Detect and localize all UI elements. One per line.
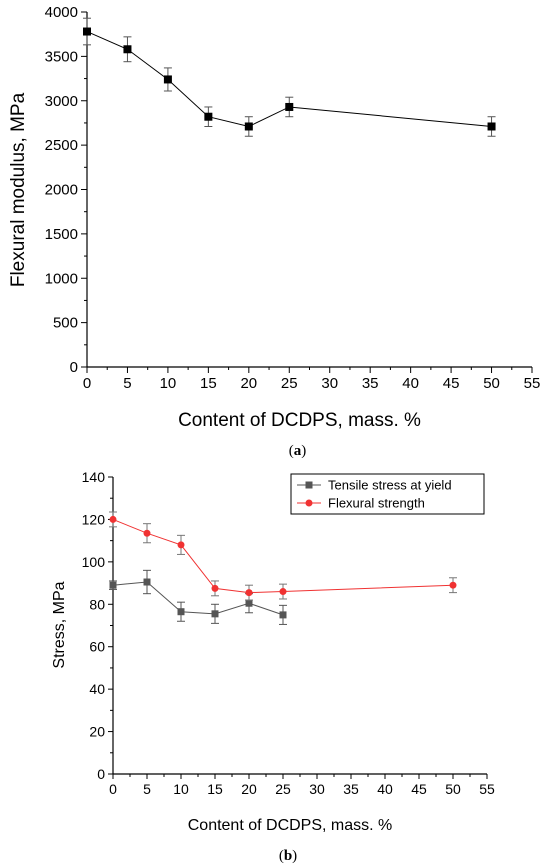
data-point	[279, 611, 287, 619]
x-tick-label: 50	[445, 781, 461, 797]
figure-caption: (b)	[279, 848, 297, 864]
data-point	[177, 541, 185, 549]
data-point	[245, 599, 253, 607]
x-tick-label: 5	[123, 375, 131, 392]
y-tick-label: 3000	[45, 93, 78, 110]
x-tick-label: 45	[443, 375, 460, 392]
legend: Tensile stress at yield Flexural strength	[290, 473, 485, 515]
legend-swatch-marker	[305, 481, 313, 489]
y-tick-label: 80	[89, 596, 105, 612]
data-point	[109, 581, 117, 589]
data-point	[449, 581, 457, 589]
x-tick-label: 35	[362, 375, 379, 392]
data-point	[83, 27, 91, 36]
x-tick-label: 5	[143, 781, 151, 797]
chart-panel-b: 0 5 10 15 20 25 30 35 40 45 50 55 0 20 40 60 80 100 120 140…	[51, 469, 495, 864]
chart-panel-a: 0 5 10 15 20 25 30 35 40 45 50 55 0 500 1000 1500 2000 25…	[8, 4, 540, 459]
x-tick-label: 0	[83, 375, 91, 392]
series-0	[109, 569, 287, 625]
x-tick-label: 25	[275, 781, 291, 797]
x-tick-label: 45	[411, 781, 427, 797]
y-tick-label: 500	[53, 315, 78, 332]
legend-box	[290, 473, 485, 515]
x-tick-label: 30	[321, 375, 338, 392]
x-tick-label: 10	[173, 781, 189, 797]
figure-caption: (a)	[289, 443, 307, 459]
data-point	[279, 588, 287, 596]
x-tick-label: 15	[207, 781, 223, 797]
x-tick-label: 25	[281, 375, 298, 392]
y-tick-label: 140	[82, 469, 106, 485]
x-tick-label: 55	[524, 375, 541, 392]
data-point	[487, 122, 496, 131]
series-line	[112, 518, 454, 594]
x-tick-label: 35	[343, 781, 359, 797]
data-point	[285, 102, 294, 111]
y-axis-label: Stress, MPa	[51, 581, 68, 668]
x-tick-label: 20	[240, 375, 257, 392]
caption-letter: a	[294, 443, 302, 459]
legend-swatch-marker	[305, 499, 313, 507]
legend-label: Flexural strength	[328, 496, 425, 511]
data-point	[143, 529, 151, 537]
x-tick-label: 0	[109, 781, 117, 797]
x-tick-label: 20	[241, 781, 257, 797]
data-point	[211, 584, 219, 592]
y-tick-label: 3500	[45, 48, 78, 65]
y-tick-label: 60	[89, 639, 105, 655]
x-tick-label: 30	[309, 781, 325, 797]
data-point	[245, 589, 253, 597]
x-tick-label: 10	[160, 375, 177, 392]
y-tick-label: 20	[89, 724, 105, 740]
y-tick-label: 4000	[45, 4, 78, 21]
caption-letter: b	[284, 848, 292, 864]
y-tick-label: 100	[82, 554, 106, 570]
x-tick-label: 55	[479, 781, 495, 797]
y-tick-label: 0	[97, 766, 105, 782]
x-axis-label: Content of DCDPS, mass. %	[188, 817, 393, 834]
series-0	[83, 17, 496, 137]
y-tick-label: 2500	[45, 137, 78, 154]
data-point	[163, 75, 172, 84]
y-tick-label: 0	[70, 359, 78, 376]
x-axis-label: Content of DCDPS, mass. %	[178, 410, 421, 431]
data-point	[143, 578, 151, 586]
legend-label: Tensile stress at yield	[328, 478, 452, 493]
data-point	[123, 45, 132, 54]
series-1	[109, 511, 457, 601]
data-point	[211, 610, 219, 618]
data-point	[244, 122, 253, 131]
x-tick-label: 40	[402, 375, 419, 392]
data-point	[177, 608, 185, 616]
y-tick-label: 40	[89, 681, 105, 697]
x-tick-label: 50	[483, 375, 500, 392]
y-tick-label: 1500	[45, 226, 78, 243]
y-axis-label: Flexural modulus, MPa	[8, 92, 29, 287]
y-tick-label: 120	[82, 511, 106, 527]
series-line	[112, 581, 284, 616]
data-point	[204, 112, 213, 121]
data-point	[109, 515, 117, 523]
y-tick-label: 2000	[45, 182, 78, 199]
x-tick-label: 40	[377, 781, 393, 797]
y-tick-label: 1000	[45, 270, 78, 287]
x-tick-label: 15	[200, 375, 217, 392]
